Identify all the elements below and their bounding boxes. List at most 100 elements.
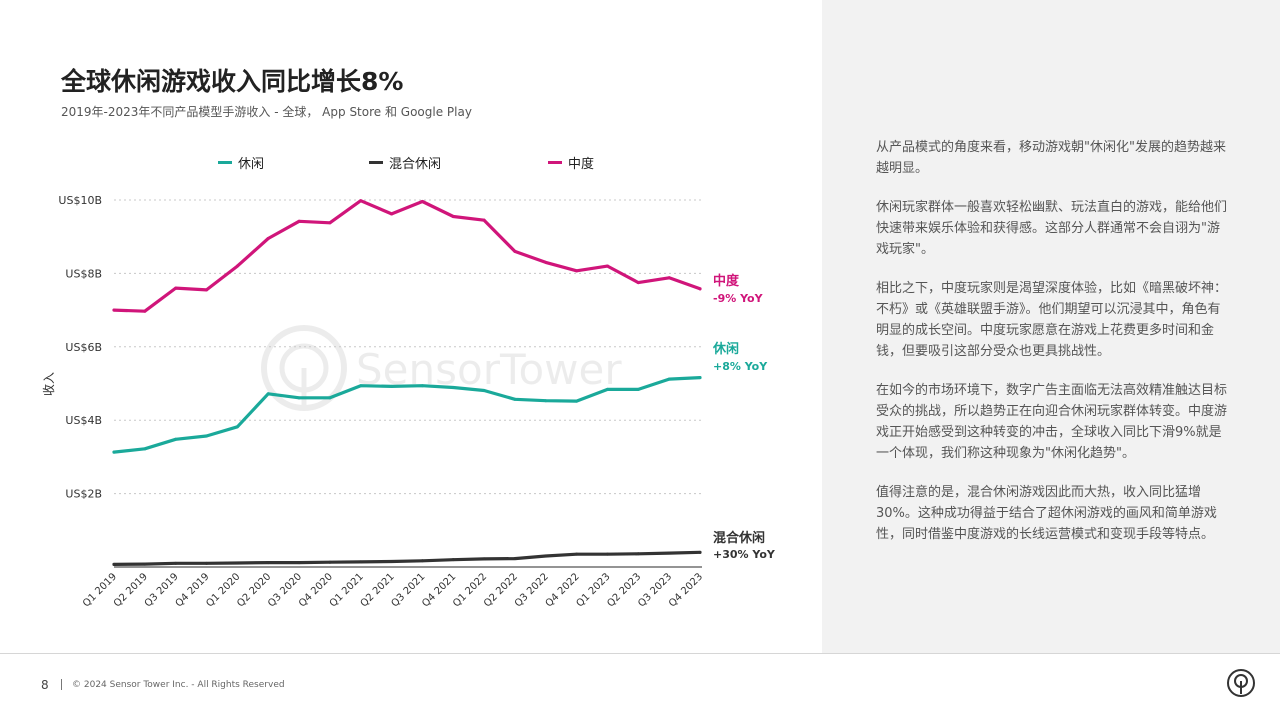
data-point bbox=[605, 264, 609, 268]
legend-swatch-midcore bbox=[548, 160, 562, 164]
data-point bbox=[235, 425, 239, 429]
paragraph: 从产品模式的角度来看，移动游戏朝"休闲化"发展的趋势越来越明显。 bbox=[876, 140, 1226, 176]
y-tick-label: US$8B bbox=[65, 267, 102, 280]
data-point bbox=[544, 399, 548, 403]
data-point bbox=[390, 384, 394, 388]
data-point bbox=[174, 561, 178, 565]
data-point bbox=[359, 384, 363, 388]
data-point bbox=[205, 561, 209, 565]
copyright: © 2024 Sensor Tower Inc. - All Rights Re… bbox=[72, 680, 285, 690]
data-point bbox=[575, 399, 579, 403]
data-point bbox=[667, 551, 671, 555]
legend-swatch-hybridcasual bbox=[369, 160, 383, 164]
y-tick-label: US$10B bbox=[58, 194, 102, 207]
legend-label-hybridcasual: 混合休闲 bbox=[389, 156, 442, 172]
legend-item-midcore: 中度 bbox=[548, 152, 594, 172]
data-point bbox=[451, 558, 455, 562]
footer-divider bbox=[0, 653, 1280, 654]
series-end-label: 休闲 bbox=[712, 341, 739, 357]
paragraph: 相比之下，中度玩家则是渴望深度体验，比如《暗黑破坏神：不朽》或《英雄联盟手游》。… bbox=[876, 281, 1228, 359]
data-point bbox=[451, 386, 455, 390]
data-point bbox=[266, 237, 270, 241]
data-point bbox=[112, 562, 116, 566]
data-point bbox=[636, 552, 640, 556]
data-point bbox=[235, 561, 239, 565]
series-line bbox=[112, 199, 702, 313]
data-point bbox=[575, 269, 579, 273]
data-point bbox=[359, 199, 363, 203]
paragraph: 休闲玩家群体一般喜欢轻松幽默、玩法直白的游戏，能给他们快速带来娱乐体验和获得感。… bbox=[876, 200, 1228, 257]
data-point bbox=[698, 376, 702, 380]
series-end-label: 混合休闲 bbox=[713, 530, 765, 546]
data-point bbox=[205, 434, 209, 438]
data-point bbox=[513, 249, 517, 253]
data-point bbox=[328, 560, 332, 564]
data-point bbox=[266, 392, 270, 396]
data-point bbox=[482, 218, 486, 222]
data-point bbox=[143, 562, 147, 566]
data-point bbox=[513, 557, 517, 561]
data-point bbox=[544, 554, 548, 558]
data-point bbox=[451, 215, 455, 219]
data-point bbox=[390, 212, 394, 216]
right-panel bbox=[822, 0, 1280, 653]
data-point bbox=[698, 550, 702, 554]
data-point bbox=[297, 561, 301, 565]
footer-separator bbox=[61, 679, 62, 690]
page-number: 8 bbox=[41, 678, 49, 692]
y-axis-label: 收入 bbox=[42, 372, 56, 396]
series-yoy-label: +8% YoY bbox=[713, 360, 768, 373]
data-point bbox=[328, 396, 332, 400]
sensortower-watermark: SensorTower bbox=[261, 325, 622, 411]
chart-subtitle: 2019年-2023年不同产品模型手游收入 - 全球， App Store 和 … bbox=[61, 105, 472, 119]
legend-item-casual: 休闲 bbox=[218, 152, 264, 172]
data-point bbox=[143, 447, 147, 451]
commentary: 从产品模式的角度来看，移动游戏朝"休闲化"发展的趋势越来越明显。 休闲玩家群体一… bbox=[876, 137, 1228, 563]
series-yoy-label: +30% YoY bbox=[713, 548, 776, 561]
data-point bbox=[112, 308, 116, 312]
y-tick-label: US$2B bbox=[65, 488, 102, 501]
data-point bbox=[667, 377, 671, 381]
data-point bbox=[359, 560, 363, 564]
data-point bbox=[235, 264, 239, 268]
legend-item-hybridcasual: 混合休闲 bbox=[369, 152, 441, 172]
data-point bbox=[174, 286, 178, 290]
x-tick-label: Q4 2023 bbox=[667, 571, 705, 609]
data-point bbox=[482, 557, 486, 561]
data-point bbox=[266, 561, 270, 565]
data-point bbox=[605, 552, 609, 556]
data-point bbox=[636, 387, 640, 391]
data-point bbox=[420, 384, 424, 388]
data-point bbox=[513, 397, 517, 401]
series-line bbox=[112, 376, 702, 454]
data-point bbox=[636, 281, 640, 285]
page-title: 全球休闲游戏收入同比增长8% bbox=[61, 67, 404, 96]
data-point bbox=[698, 287, 702, 291]
paragraph: 值得注意的是，混合休闲游戏因此而大热，收入同比猛增30%。这种成功得益于结合了超… bbox=[876, 485, 1217, 542]
data-point bbox=[667, 276, 671, 280]
y-tick-label: US$6B bbox=[65, 341, 102, 354]
data-point bbox=[297, 396, 301, 400]
legend-label-casual: 休闲 bbox=[238, 156, 265, 172]
data-point bbox=[205, 288, 209, 292]
series-yoy-label: -9% YoY bbox=[713, 292, 764, 305]
series-line bbox=[112, 550, 702, 567]
data-point bbox=[420, 199, 424, 203]
sensortower-logo-icon bbox=[1227, 669, 1255, 697]
data-point bbox=[143, 309, 147, 313]
data-point bbox=[174, 437, 178, 441]
paragraph: 在如今的市场环境下，数字广告主面临无法高效精准触达目标受众的挑战，所以趋势正在向… bbox=[876, 383, 1228, 461]
data-point bbox=[112, 450, 116, 454]
legend-label-midcore: 中度 bbox=[568, 156, 595, 172]
data-point bbox=[328, 221, 332, 225]
data-point bbox=[544, 260, 548, 264]
series-end-label: 中度 bbox=[713, 273, 740, 289]
line-chart: SensorTower US$2B US$4B US$6B US$8B US$10B Q… bbox=[42, 194, 776, 609]
data-point bbox=[390, 559, 394, 563]
data-point bbox=[482, 388, 486, 392]
data-point bbox=[575, 552, 579, 556]
data-point bbox=[605, 387, 609, 391]
legend-swatch-casual bbox=[218, 160, 232, 164]
data-point bbox=[297, 219, 301, 223]
y-tick-label: US$4B bbox=[65, 414, 102, 427]
